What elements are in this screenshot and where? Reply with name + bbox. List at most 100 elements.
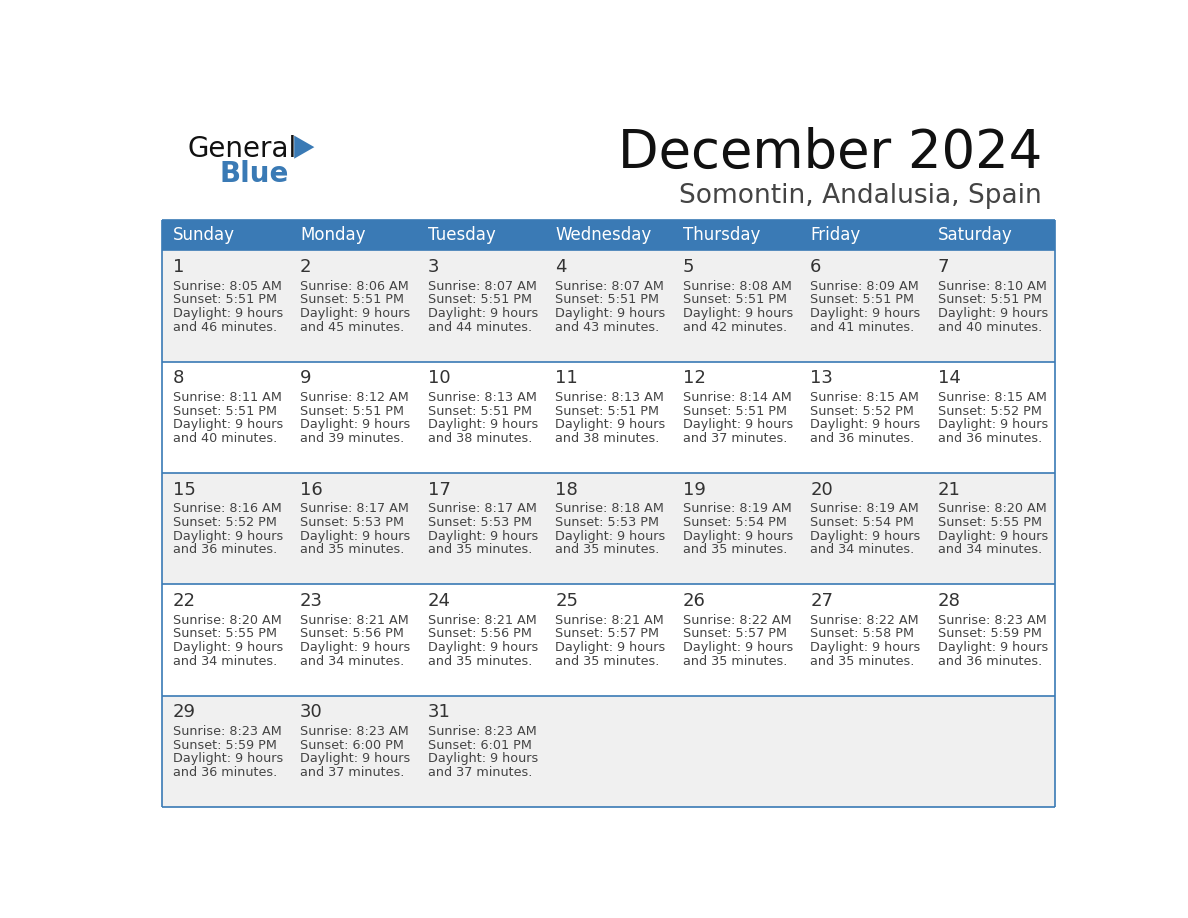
Text: Sunset: 5:59 PM: Sunset: 5:59 PM [937,627,1042,640]
Text: Daylight: 9 hours: Daylight: 9 hours [172,307,283,320]
Text: 15: 15 [172,481,195,498]
Text: Sunset: 5:51 PM: Sunset: 5:51 PM [810,293,915,307]
Text: Daylight: 9 hours: Daylight: 9 hours [810,419,921,431]
Text: and 36 minutes.: and 36 minutes. [937,655,1042,667]
Text: 28: 28 [937,592,961,610]
Text: Sunrise: 8:07 AM: Sunrise: 8:07 AM [428,280,537,293]
Text: Wednesday: Wednesday [555,226,651,244]
Text: Daylight: 9 hours: Daylight: 9 hours [428,530,538,543]
Bar [928,473,1055,585]
Text: and 39 minutes.: and 39 minutes. [301,432,404,445]
Text: and 34 minutes.: and 34 minutes. [301,655,404,667]
Bar [801,219,928,251]
Bar [801,362,928,473]
Text: Daylight: 9 hours: Daylight: 9 hours [428,753,538,766]
Bar [928,219,1055,251]
Text: Sunset: 5:51 PM: Sunset: 5:51 PM [555,293,659,307]
Text: and 41 minutes.: and 41 minutes. [810,320,915,333]
Text: Daylight: 9 hours: Daylight: 9 hours [172,419,283,431]
Text: 7: 7 [937,258,949,276]
Text: and 37 minutes.: and 37 minutes. [301,766,404,779]
Text: 13: 13 [810,369,833,387]
Text: and 34 minutes.: and 34 minutes. [810,543,915,556]
Text: Sunrise: 8:06 AM: Sunrise: 8:06 AM [301,280,409,293]
Bar [417,362,545,473]
Text: Sunrise: 8:13 AM: Sunrise: 8:13 AM [555,391,664,404]
Bar [417,473,545,585]
Text: and 43 minutes.: and 43 minutes. [555,320,659,333]
Bar [545,362,672,473]
Text: Sunset: 5:55 PM: Sunset: 5:55 PM [937,516,1042,529]
Bar [417,696,545,807]
Text: and 35 minutes.: and 35 minutes. [555,655,659,667]
Text: Daylight: 9 hours: Daylight: 9 hours [555,307,665,320]
Text: Sunrise: 8:21 AM: Sunrise: 8:21 AM [301,613,409,627]
Text: Sunset: 5:51 PM: Sunset: 5:51 PM [937,293,1042,307]
Text: and 35 minutes.: and 35 minutes. [301,543,404,556]
Text: Sunset: 5:53 PM: Sunset: 5:53 PM [301,516,404,529]
Text: Sunset: 5:53 PM: Sunset: 5:53 PM [555,516,659,529]
Text: and 37 minutes.: and 37 minutes. [428,766,532,779]
Text: Sunset: 5:55 PM: Sunset: 5:55 PM [172,627,277,640]
Text: Daylight: 9 hours: Daylight: 9 hours [555,530,665,543]
Text: Daylight: 9 hours: Daylight: 9 hours [937,307,1048,320]
Bar [672,696,801,807]
Text: 1: 1 [172,258,184,276]
Text: Sunrise: 8:09 AM: Sunrise: 8:09 AM [810,280,920,293]
Text: Sunset: 5:52 PM: Sunset: 5:52 PM [810,405,914,418]
Bar [290,585,417,696]
Text: Sunrise: 8:17 AM: Sunrise: 8:17 AM [301,502,409,515]
Bar [928,585,1055,696]
Bar [801,696,928,807]
Text: Daylight: 9 hours: Daylight: 9 hours [301,753,410,766]
Text: 31: 31 [428,703,450,722]
Text: 17: 17 [428,481,450,498]
Bar [545,219,672,251]
Text: Sunset: 5:51 PM: Sunset: 5:51 PM [683,405,786,418]
Text: Daylight: 9 hours: Daylight: 9 hours [810,530,921,543]
Text: Sunrise: 8:23 AM: Sunrise: 8:23 AM [937,613,1047,627]
Text: Daylight: 9 hours: Daylight: 9 hours [301,530,410,543]
Text: Sunrise: 8:19 AM: Sunrise: 8:19 AM [683,502,791,515]
Text: and 36 minutes.: and 36 minutes. [810,432,915,445]
Text: 19: 19 [683,481,706,498]
Text: Daylight: 9 hours: Daylight: 9 hours [683,530,792,543]
Bar [163,473,290,585]
Text: and 35 minutes.: and 35 minutes. [683,543,788,556]
Text: Sunset: 5:58 PM: Sunset: 5:58 PM [810,627,915,640]
Text: Sunset: 5:51 PM: Sunset: 5:51 PM [555,405,659,418]
Text: 14: 14 [937,369,961,387]
Text: Sunrise: 8:15 AM: Sunrise: 8:15 AM [937,391,1047,404]
Text: Sunset: 5:51 PM: Sunset: 5:51 PM [301,405,404,418]
Text: Sunrise: 8:23 AM: Sunrise: 8:23 AM [301,725,409,738]
Bar [928,696,1055,807]
Text: Sunday: Sunday [172,226,234,244]
Text: 8: 8 [172,369,184,387]
Text: and 38 minutes.: and 38 minutes. [555,432,659,445]
Bar [928,362,1055,473]
Text: Sunset: 5:56 PM: Sunset: 5:56 PM [428,627,531,640]
Text: Daylight: 9 hours: Daylight: 9 hours [555,419,665,431]
Text: 11: 11 [555,369,577,387]
Bar [545,696,672,807]
Bar [290,696,417,807]
Text: 5: 5 [683,258,694,276]
Text: 10: 10 [428,369,450,387]
Text: Sunset: 5:57 PM: Sunset: 5:57 PM [683,627,786,640]
Text: Sunset: 5:52 PM: Sunset: 5:52 PM [937,405,1042,418]
Text: Daylight: 9 hours: Daylight: 9 hours [555,641,665,654]
Bar [801,251,928,362]
Text: Daylight: 9 hours: Daylight: 9 hours [301,641,410,654]
Text: Sunset: 6:00 PM: Sunset: 6:00 PM [301,739,404,752]
Text: Sunset: 5:53 PM: Sunset: 5:53 PM [428,516,531,529]
Text: 3: 3 [428,258,440,276]
Text: Sunrise: 8:21 AM: Sunrise: 8:21 AM [555,613,664,627]
Text: Thursday: Thursday [683,226,760,244]
Bar [163,696,290,807]
Text: 12: 12 [683,369,706,387]
Text: Daylight: 9 hours: Daylight: 9 hours [172,530,283,543]
Text: Sunset: 5:51 PM: Sunset: 5:51 PM [301,293,404,307]
Text: and 36 minutes.: and 36 minutes. [172,543,277,556]
Bar [163,251,290,362]
Text: Monday: Monday [301,226,366,244]
